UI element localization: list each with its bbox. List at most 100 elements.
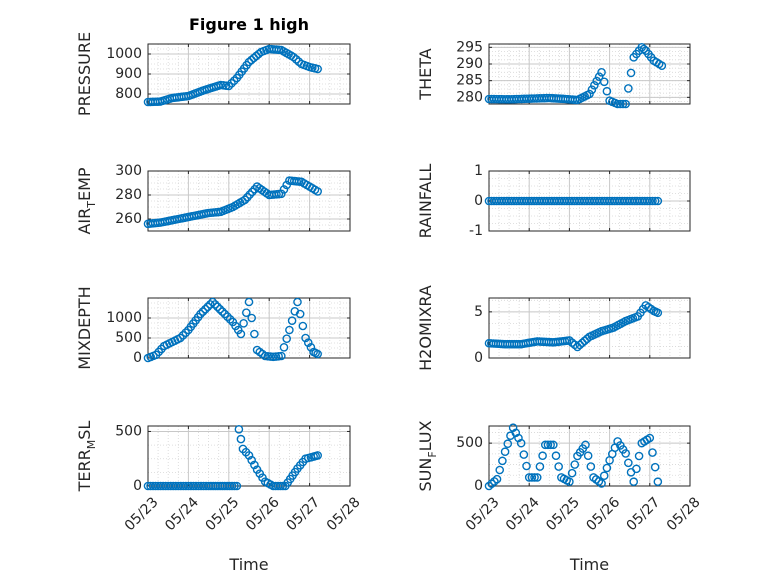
data-point: [554, 462, 563, 471]
axes-box: [147, 425, 351, 487]
data-point: [602, 86, 612, 96]
data-point: [213, 302, 222, 312]
chart-title: Figure 1 high: [189, 15, 309, 34]
data-point: [279, 185, 289, 194]
data-point: [225, 315, 235, 324]
data-point: [243, 192, 252, 202]
data-point: [208, 297, 217, 307]
axes-box: [488, 425, 691, 487]
x-tick-label: 05/24: [162, 494, 202, 534]
x-tick-label: 05/25: [203, 494, 243, 534]
data-point: [313, 64, 322, 74]
data-point: [621, 449, 630, 458]
data-point: [178, 331, 188, 340]
x-tick-label: 05/26: [243, 494, 283, 534]
x-axis-label: Time: [569, 555, 609, 574]
x-tick-label: 05/26: [583, 494, 623, 534]
data-point: [313, 451, 322, 460]
data-point: [285, 325, 294, 335]
y-tick-label: 0: [474, 350, 483, 366]
data-point: [532, 473, 542, 482]
data-point: [247, 455, 256, 465]
data-point: [626, 68, 636, 78]
data-point: [229, 76, 239, 85]
y-axis-label: MIXDEPTH: [75, 286, 94, 369]
data-point: [538, 451, 547, 461]
y-tick-label: 900: [115, 66, 142, 82]
data-point: [276, 481, 285, 491]
y-axis-label: TERRMSL: [75, 421, 98, 493]
data-point: [277, 351, 286, 361]
data-point: [487, 479, 496, 489]
data-point: [240, 195, 250, 205]
data-point: [196, 309, 205, 319]
data-point: [581, 440, 590, 450]
data-point: [648, 196, 657, 206]
subplot-pressure: 800 900 1000 PRESSURE Figure 1 high: [75, 15, 351, 116]
y-tick-label: 0: [474, 478, 483, 494]
y-tick-label: 300: [115, 163, 142, 179]
data-point: [540, 440, 550, 450]
data-point: [549, 440, 558, 450]
data-point: [181, 328, 191, 337]
data-point: [223, 312, 232, 321]
axes-box: [147, 170, 351, 232]
data-point: [524, 473, 534, 482]
y-tick-label: -1: [469, 223, 483, 239]
data-point: [490, 477, 499, 486]
y-tick-label: 500: [456, 435, 483, 451]
data-point: [492, 474, 502, 484]
x-axis-label: Time: [228, 555, 268, 574]
data-point: [621, 99, 630, 109]
data-point: [624, 84, 633, 93]
data-point: [650, 462, 660, 472]
data-point: [293, 297, 302, 307]
subplot-airtemp: 260 280 300 AIRTEMP: [75, 163, 351, 235]
subplot-terrmsl: 05/23 05/24 05/25 05/26 05/27 05/28 0 500 TERRMS…: [75, 421, 364, 574]
data-point: [227, 79, 236, 88]
data-point: [650, 196, 660, 206]
data-point: [546, 440, 555, 450]
data-point: [599, 77, 609, 87]
x-tick-label: 05/25: [543, 494, 583, 534]
data-point: [245, 190, 255, 199]
data-point: [613, 99, 622, 109]
data-point: [306, 343, 316, 352]
y-tick-label: 500: [115, 330, 142, 346]
data-point: [247, 313, 256, 323]
data-point: [594, 72, 604, 81]
data-point: [530, 473, 539, 482]
data-point: [653, 196, 663, 206]
y-tick-label: 0: [474, 193, 483, 209]
axes-box: [488, 43, 691, 105]
data-point: [244, 451, 254, 460]
data-point: [632, 464, 641, 474]
data-point: [624, 458, 633, 468]
data-point: [279, 343, 289, 352]
data-point: [503, 439, 513, 449]
data-point: [250, 329, 259, 339]
x-tick-label: 05/23: [122, 494, 162, 534]
y-axis-label: RAINFALL: [416, 164, 435, 239]
data-point: [291, 55, 301, 64]
y-tick-label: 280: [115, 187, 142, 203]
data-point: [522, 461, 531, 471]
data-point: [535, 462, 545, 471]
data-point: [657, 61, 667, 70]
data-point: [527, 473, 537, 482]
x-tick-label: 05/28: [664, 494, 704, 534]
y-axis-label: PRESSURE: [75, 32, 94, 116]
data-point: [203, 302, 213, 312]
data-point: [176, 333, 185, 343]
data-point: [220, 309, 230, 319]
data-point: [597, 68, 606, 77]
y-tick-label: 285: [456, 73, 483, 89]
subplot-mixdepth: 0 500 1000 MIXDEPTH: [75, 286, 351, 370]
y-tick-label: 0: [133, 350, 142, 366]
data-point: [516, 438, 526, 448]
data-point: [519, 450, 529, 459]
data-point: [234, 424, 244, 434]
x-tick-label: 05/28: [324, 494, 364, 534]
data-point: [289, 52, 298, 62]
data-point: [645, 196, 655, 206]
